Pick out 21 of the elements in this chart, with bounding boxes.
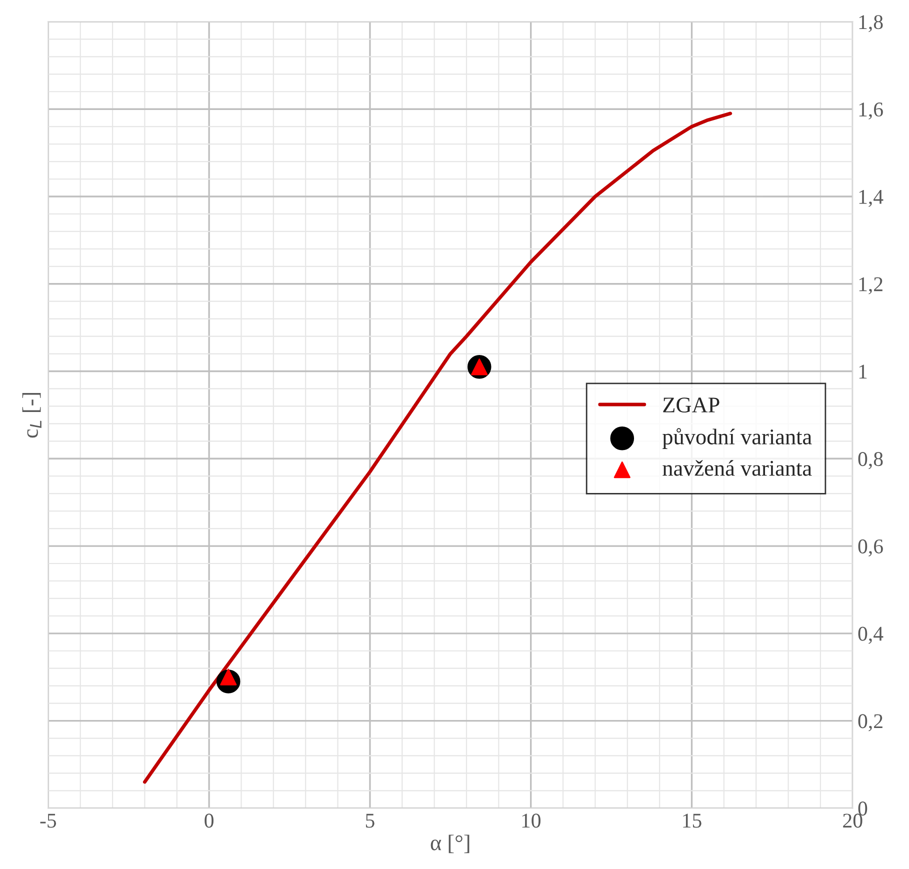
y-tick-label: 0,2 (858, 714, 882, 732)
legend-label: ZGAP (663, 398, 720, 413)
x-tick-label: 5 (366, 814, 374, 828)
y-tick-label: 1,2 (859, 277, 882, 294)
y-tick-label: 0 (858, 802, 868, 816)
legend-label: původní varianta (662, 428, 812, 449)
legend-label: navžená varianta (662, 460, 812, 476)
y-tick-label: 0,4 (858, 626, 884, 644)
x-tick-label: 0 (204, 814, 214, 828)
y-tick-label: 0,6 (858, 539, 883, 556)
y-tick-label: 1 (859, 364, 867, 378)
x-tick-label: 10 (522, 814, 540, 828)
y-tick-label: 0,8 (858, 452, 883, 470)
y-tick-label: 1,8 (859, 15, 883, 32)
y-tick-label: 1,6 (859, 102, 883, 120)
y-axis-title: c$_{L}$ [-] (22, 393, 42, 438)
x-tick-label: -5 (40, 814, 56, 828)
x-axis-title: α [°] (430, 834, 470, 854)
x-tick-label: 20 (843, 814, 862, 828)
y-tick-label: 1,4 (859, 190, 884, 207)
x-tick-label: 15 (683, 814, 702, 828)
